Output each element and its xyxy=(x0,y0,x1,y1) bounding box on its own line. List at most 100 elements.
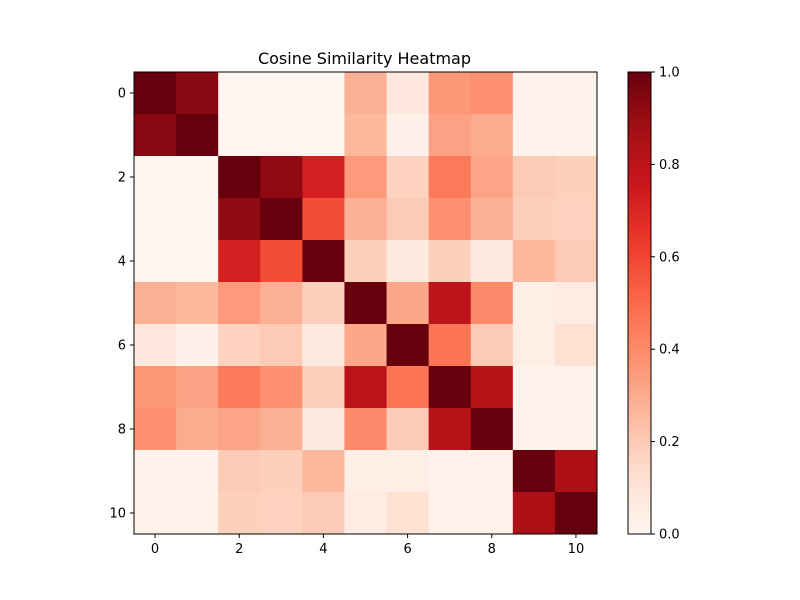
heatmap-cell-1-5 xyxy=(344,114,388,157)
heatmap-cell-7-2 xyxy=(218,366,261,409)
heatmap-cell-10-4 xyxy=(302,492,345,535)
heatmap-frame xyxy=(133,71,598,535)
heatmap-cell-10-1 xyxy=(176,492,219,535)
heatmap-cell-6-5 xyxy=(344,324,388,367)
heatmap-cell-4-9 xyxy=(512,240,556,283)
heatmap-cell-7-7 xyxy=(428,366,472,409)
heatmap-cell-0-6 xyxy=(386,72,430,115)
heatmap-cell-10-9 xyxy=(512,492,556,535)
heatmap-cell-4-2 xyxy=(218,240,261,283)
x-tick-label: 10 xyxy=(568,542,585,557)
heatmap-cell-5-10 xyxy=(554,282,598,325)
y-tick-label: 6 xyxy=(118,339,126,354)
colorbar-tick-label: 0.4 xyxy=(659,343,680,358)
heatmap-cell-8-10 xyxy=(554,408,598,451)
heatmap-cell-1-10 xyxy=(554,114,598,157)
heatmap-cell-10-5 xyxy=(344,492,388,535)
heatmap-cell-4-7 xyxy=(428,240,472,283)
heatmap-cell-8-5 xyxy=(344,408,388,451)
heatmap-cell-5-2 xyxy=(218,282,261,325)
heatmap-cell-6-6 xyxy=(386,324,430,367)
heatmap-cell-7-9 xyxy=(512,366,556,409)
colorbar-axis: 0.0 0.2 0.4 0.6 0.8 1.0 xyxy=(651,66,680,543)
heatmap-cell-9-0 xyxy=(134,450,177,493)
heatmap-cell-0-1 xyxy=(176,72,219,115)
heatmap-cell-5-1 xyxy=(176,282,219,325)
heatmap-cell-9-1 xyxy=(176,450,219,493)
heatmap-cell-4-1 xyxy=(176,240,219,283)
heatmap-cell-5-7 xyxy=(428,282,472,325)
heatmap-cell-0-9 xyxy=(512,72,556,115)
heatmap-cell-9-4 xyxy=(302,450,345,493)
heatmap-cell-6-8 xyxy=(470,324,514,367)
y-tick-label: 10 xyxy=(109,507,126,522)
heatmap-cell-6-9 xyxy=(512,324,556,367)
heatmap-cell-2-3 xyxy=(260,156,303,199)
heatmap-cell-1-7 xyxy=(428,114,472,157)
heatmap-cell-5-8 xyxy=(470,282,514,325)
heatmap-cell-2-10 xyxy=(554,156,598,199)
heatmap-cell-3-2 xyxy=(218,198,261,241)
heatmap-cell-1-2 xyxy=(218,114,261,157)
heatmap-cell-7-4 xyxy=(302,366,345,409)
y-tick-label: 8 xyxy=(118,423,126,438)
colorbar-tick-label: 0.6 xyxy=(659,250,680,265)
heatmap-cell-5-3 xyxy=(260,282,303,325)
heatmap-cell-3-0 xyxy=(134,198,177,241)
heatmap-cell-7-3 xyxy=(260,366,303,409)
heatmap-cell-2-7 xyxy=(428,156,472,199)
heatmap-cell-5-0 xyxy=(134,282,177,325)
heatmap-cell-7-10 xyxy=(554,366,598,409)
heatmap-cell-8-8 xyxy=(470,408,514,451)
heatmap-cell-3-10 xyxy=(554,198,598,241)
heatmap-cell-10-3 xyxy=(260,492,303,535)
heatmap-cell-10-0 xyxy=(134,492,177,535)
heatmap-cell-6-0 xyxy=(134,324,177,367)
y-tick-label: 0 xyxy=(118,87,126,102)
heatmap-cell-1-1 xyxy=(176,114,219,157)
y-tick-label: 2 xyxy=(118,171,126,186)
heatmap-cell-10-8 xyxy=(470,492,514,535)
heatmap-cell-2-2 xyxy=(218,156,261,199)
heatmap-cell-5-6 xyxy=(386,282,430,325)
heatmap-cell-0-2 xyxy=(218,72,261,115)
heatmap-cell-1-6 xyxy=(386,114,430,157)
heatmap-cell-2-6 xyxy=(386,156,430,199)
heatmap-cell-2-0 xyxy=(134,156,177,199)
x-tick-label: 6 xyxy=(403,542,411,557)
heatmap-cell-0-3 xyxy=(260,72,303,115)
heatmap-cell-3-3 xyxy=(260,198,303,241)
heatmap-cell-8-9 xyxy=(512,408,556,451)
heatmap-cell-3-6 xyxy=(386,198,430,241)
heatmap-cell-2-1 xyxy=(176,156,219,199)
heatmap-cell-6-7 xyxy=(428,324,472,367)
heatmap-cell-10-2 xyxy=(218,492,261,535)
heatmap-cell-8-0 xyxy=(134,408,177,451)
heatmap-cell-0-8 xyxy=(470,72,514,115)
heatmap-cell-4-8 xyxy=(470,240,514,283)
heatmap-cell-7-0 xyxy=(134,366,177,409)
heatmap-cell-1-3 xyxy=(260,114,303,157)
colorbar xyxy=(627,71,652,535)
x-tick-label: 8 xyxy=(488,542,496,557)
heatmap-cell-7-8 xyxy=(470,366,514,409)
heatmap-cell-0-4 xyxy=(302,72,345,115)
heatmap-cell-1-8 xyxy=(470,114,514,157)
heatmap-cell-4-0 xyxy=(134,240,177,283)
heatmap-cell-5-5 xyxy=(344,282,388,325)
heatmap-cell-4-10 xyxy=(554,240,598,283)
heatmap-cell-6-4 xyxy=(302,324,345,367)
heatmap-cell-9-3 xyxy=(260,450,303,493)
heatmap-cell-4-4 xyxy=(302,240,345,283)
heatmap-cell-8-2 xyxy=(218,408,261,451)
heatmap-cell-8-4 xyxy=(302,408,345,451)
heatmap-cell-9-6 xyxy=(386,450,430,493)
heatmap-cell-3-7 xyxy=(428,198,472,241)
heatmap-cell-8-7 xyxy=(428,408,472,451)
heatmap-cell-3-9 xyxy=(512,198,556,241)
heatmap-cell-2-8 xyxy=(470,156,514,199)
heatmap-cell-6-1 xyxy=(176,324,219,367)
heatmap-cell-8-6 xyxy=(386,408,430,451)
heatmap-cell-6-3 xyxy=(260,324,303,367)
